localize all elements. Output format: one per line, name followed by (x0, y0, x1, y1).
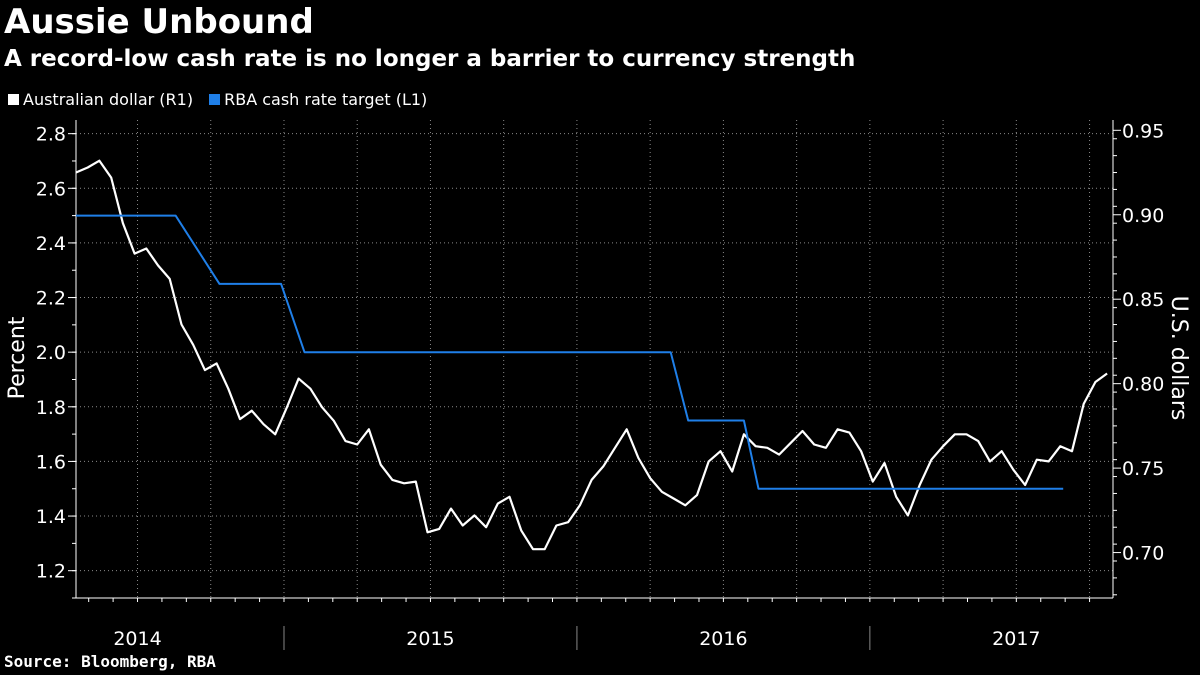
right-axis-label: U.S. dollars (1166, 296, 1191, 421)
left-tick-label: 1.4 (36, 506, 66, 528)
grid-layer (76, 120, 1113, 598)
x-tick-label: 2015 (406, 628, 454, 650)
left-tick-label: 1.8 (36, 397, 66, 419)
rba-series-line (76, 214, 1064, 490)
legend-swatch-aud (8, 94, 19, 105)
chart-subtitle: A record-low cash rate is no longer a ba… (4, 46, 856, 72)
left-tick-label: 2.8 (36, 124, 66, 146)
legend-label-aud: Australian dollar (R1) (23, 90, 194, 109)
aud-series-line (75, 159, 1108, 551)
right-tick-label: 0.75 (1122, 458, 1164, 480)
left-tick-label: 2.6 (36, 178, 66, 200)
right-tick-label: 0.85 (1122, 289, 1164, 311)
left-tick-label: 2.4 (36, 233, 66, 255)
series-layer (75, 159, 1108, 551)
axis-layer: 1.2 1.4 1.6 1.8 2.0 2.2 2.4 2.6 2.8 0.70 0.75 0.80 0… (36, 120, 1164, 650)
legend-swatch-rba (209, 94, 221, 105)
left-tick-label: 2.2 (36, 288, 66, 310)
legend-label-rba: RBA cash rate target (L1) (224, 90, 428, 109)
legend-item-rba: RBA cash rate target (L1) (209, 90, 427, 109)
chart-title: Aussie Unbound (4, 2, 314, 42)
x-tick-label: 2016 (699, 628, 747, 650)
source-note: Source: Bloomberg, RBA (4, 652, 216, 671)
right-tick-label: 0.70 (1122, 543, 1164, 565)
right-tick-label: 0.90 (1122, 205, 1164, 227)
x-tick-label: 2017 (992, 628, 1040, 650)
legend-item-aud: Australian dollar (R1) (8, 90, 193, 109)
left-tick-label: 2.0 (36, 342, 66, 364)
x-tick-label: 2014 (113, 628, 161, 650)
left-axis-label: Percent (5, 316, 30, 399)
left-tick-label: 1.6 (36, 451, 66, 473)
left-tick-label: 1.2 (36, 561, 66, 583)
chart-legend: Australian dollar (R1) RBA cash rate tar… (8, 90, 427, 109)
right-tick-label: 0.95 (1122, 120, 1164, 142)
right-tick-label: 0.80 (1122, 374, 1164, 396)
